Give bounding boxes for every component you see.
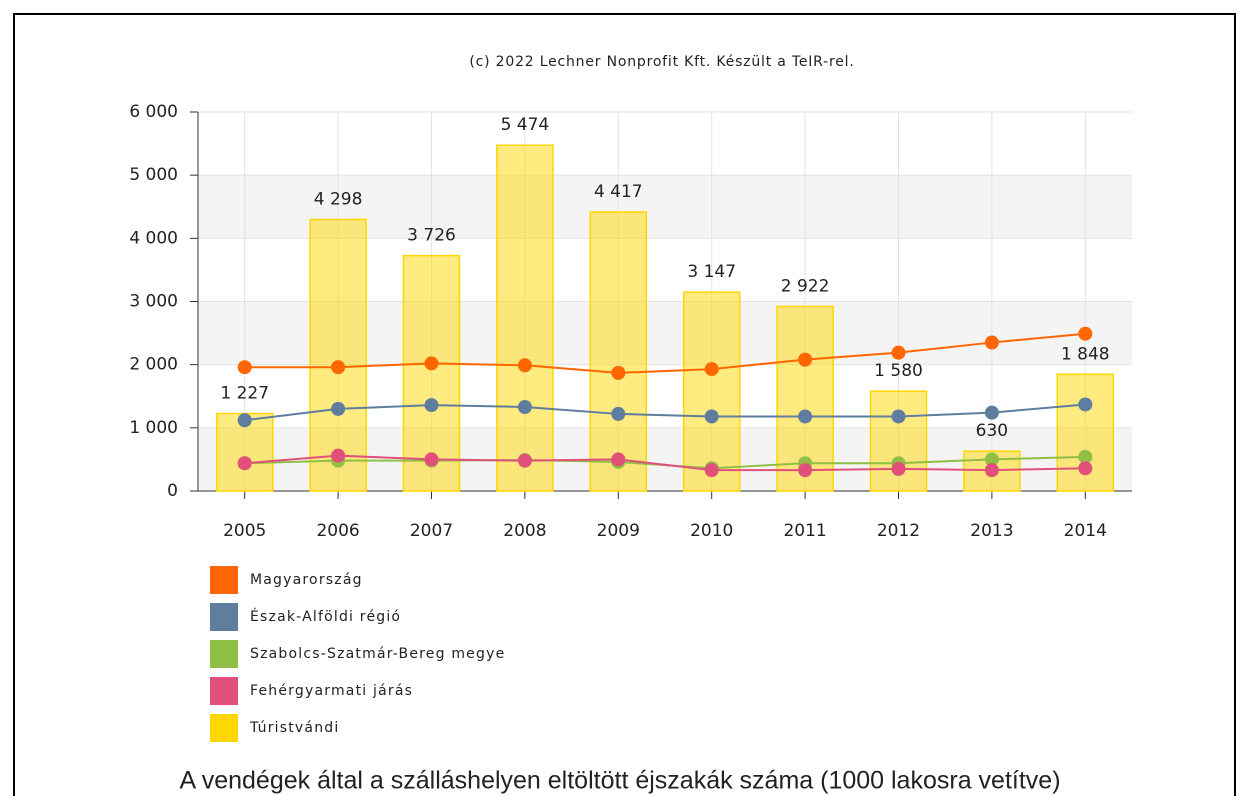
data-label: 2 922 [781,276,830,296]
x-tick-label: 2005 [223,521,266,541]
x-tick-label: 2010 [690,521,733,541]
data-label: 3 147 [687,262,736,282]
marker [237,360,252,375]
marker [984,405,999,420]
marker [798,352,813,367]
marker [237,456,252,471]
marker [611,406,626,421]
legend-label: Észak-Alföldi régió [250,608,401,625]
marker [1078,326,1093,341]
marker [611,452,626,467]
marker [704,362,719,377]
legend-swatch [210,640,238,668]
x-tick-label: 2009 [597,521,640,541]
marker [891,409,906,424]
data-label: 3 726 [407,226,456,246]
marker [984,335,999,350]
bar [589,211,648,492]
x-tick-label: 2014 [1064,521,1107,541]
marker [891,345,906,360]
y-tick-label: 6 000 [129,102,178,122]
bar [496,144,554,492]
marker [424,356,439,371]
data-label: 630 [976,421,1008,441]
marker [517,453,532,468]
marker [891,461,906,476]
y-tick-label: 3 000 [129,292,178,312]
x-tick-label: 2007 [410,521,453,541]
marker [517,358,532,373]
bar [309,218,367,492]
line [244,454,1086,472]
y-tick-label: 2 000 [129,355,178,375]
marker [611,365,626,380]
caption: A vendégek által a szálláshelyen eltöltö… [179,767,1060,795]
legend-label: Túristvándi [249,720,339,736]
y-tick-label: 4 000 [129,228,178,248]
marker [798,463,813,478]
line [244,332,1086,374]
marker [331,448,346,463]
marker [1078,449,1093,464]
frame [13,13,1236,796]
x-tick-label: 2008 [503,521,546,541]
marker [424,452,439,467]
marker [798,409,813,424]
marker [1078,461,1093,476]
data-label: 1 580 [874,361,923,381]
legend-swatch [210,603,238,631]
data-label: 4 417 [594,182,643,202]
y-tick-label: 0 [167,481,178,501]
marker [984,463,999,478]
x-tick-label: 2013 [970,521,1013,541]
legend-swatch [210,677,238,705]
marker [517,399,532,414]
marker [424,398,439,413]
marker [1078,397,1093,412]
marker [704,409,719,424]
data-label: 1 848 [1061,344,1110,364]
y-tick-label: 1 000 [129,418,178,438]
marker [237,413,252,428]
data-label: 4 298 [314,190,363,210]
marker [331,360,346,375]
line [244,403,1086,422]
bar [869,390,928,492]
marker [984,452,999,467]
x-tick-label: 2012 [877,521,920,541]
legend-swatch [210,566,238,594]
chart-title: (c) 2022 Lechner Nonprofit Kft. Készült … [469,54,854,70]
marker [331,401,346,416]
marker [704,463,719,478]
x-tick-label: 2011 [783,521,826,541]
bar [402,254,461,492]
bar [682,291,741,492]
legend-label: Szabolcs-Szatmár-Bereg megye [250,646,505,662]
legend-label: Magyarország [250,572,363,588]
y-tick-label: 5 000 [129,165,178,185]
data-label: 5 474 [501,115,550,135]
x-tick-label: 2006 [316,521,359,541]
legend-swatch [210,714,238,742]
legend-label: Fehérgyarmati járás [250,683,413,699]
data-label: 1 227 [220,383,269,403]
